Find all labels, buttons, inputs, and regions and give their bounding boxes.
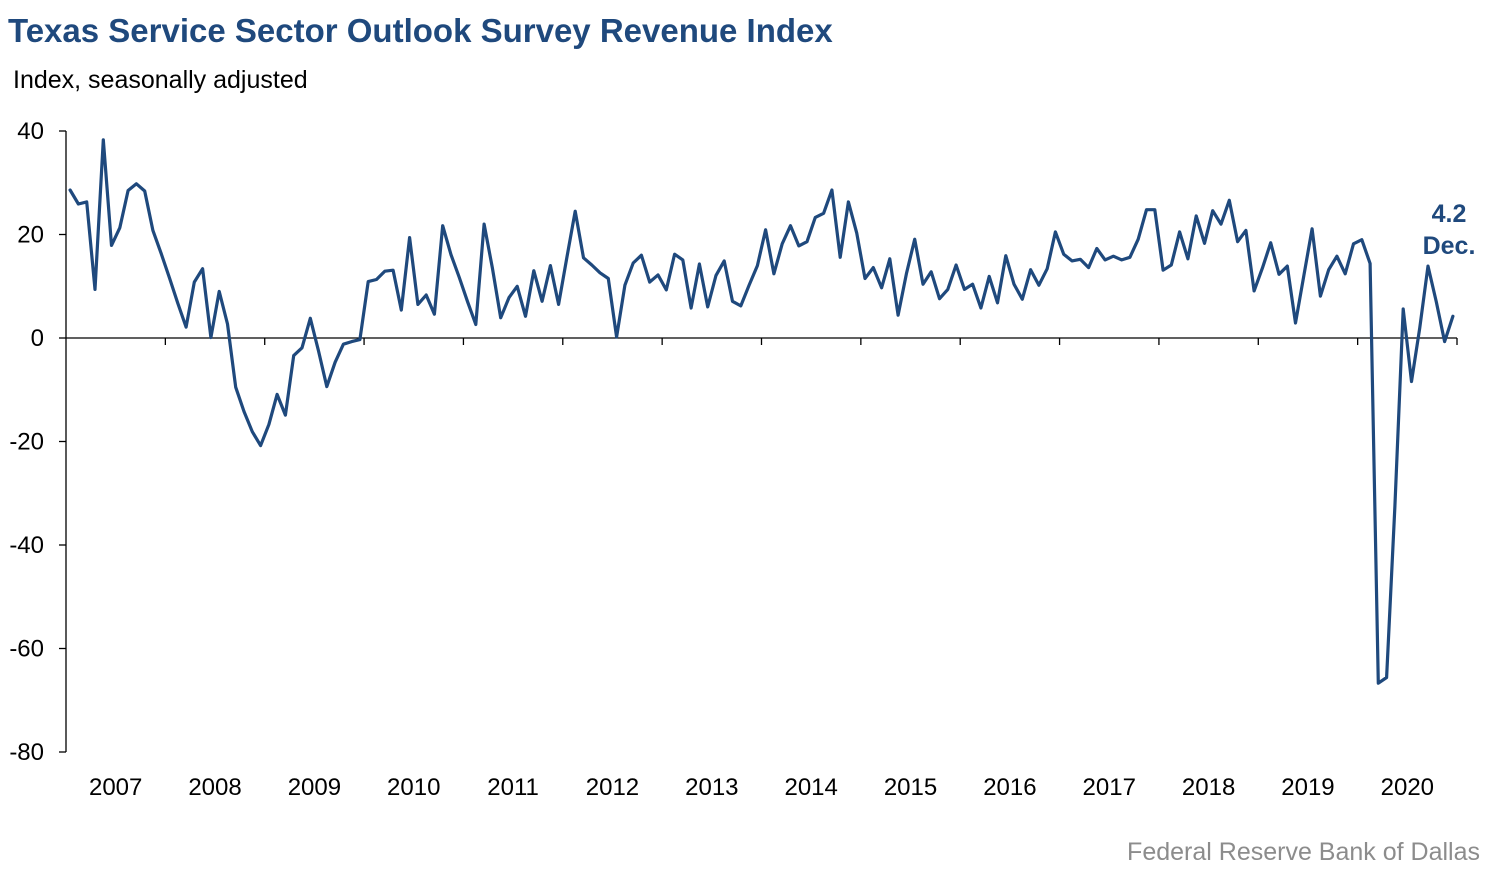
x-axis-ticks: 2007 2008 2009 2010 2011 2012 2013 2014 2015 2016… [89, 338, 1458, 801]
x-tick-label: 2009 [288, 774, 341, 801]
y-tick-label: -40 [9, 532, 44, 559]
series-line [68, 138, 1455, 685]
y-tick-label: 20 [17, 222, 44, 249]
source-note: Federal Reserve Bank of Dallas [1127, 838, 1480, 866]
x-tick-label: 2011 [487, 774, 539, 801]
x-tick-label: 2008 [188, 774, 241, 801]
annotation-value: 4.2 [1432, 200, 1467, 228]
y-axis-ticks: 40 20 0 -20 -40 -60 -80 [9, 118, 66, 766]
chart-subtitle: Index, seasonally adjusted [13, 66, 308, 94]
y-tick-label: -60 [9, 636, 44, 663]
annotation-label: Dec. [1423, 232, 1476, 260]
x-tick-label: 2019 [1281, 774, 1334, 801]
x-tick-label: 2012 [586, 774, 639, 801]
x-tick-label: 2016 [983, 774, 1036, 801]
x-tick-label: 2017 [1083, 774, 1136, 801]
chart-axes [65, 131, 1457, 752]
series-group [68, 138, 1455, 685]
x-tick-label: 2010 [387, 774, 440, 801]
y-tick-label: -80 [9, 739, 44, 766]
chart-title: Texas Service Sector Outlook Survey Reve… [8, 12, 833, 49]
x-tick-label: 2015 [884, 774, 937, 801]
annotation-group: 4.2 Dec. [1423, 200, 1476, 260]
x-tick-label: 2018 [1182, 774, 1235, 801]
x-tick-label: 2013 [685, 774, 738, 801]
x-tick-label: 2014 [784, 774, 837, 801]
x-tick-label: 2020 [1381, 774, 1434, 801]
y-tick-label: 40 [17, 118, 44, 145]
y-tick-label: -20 [9, 429, 44, 456]
x-tick-label: 2007 [89, 774, 142, 801]
y-tick-label: 0 [31, 325, 44, 352]
